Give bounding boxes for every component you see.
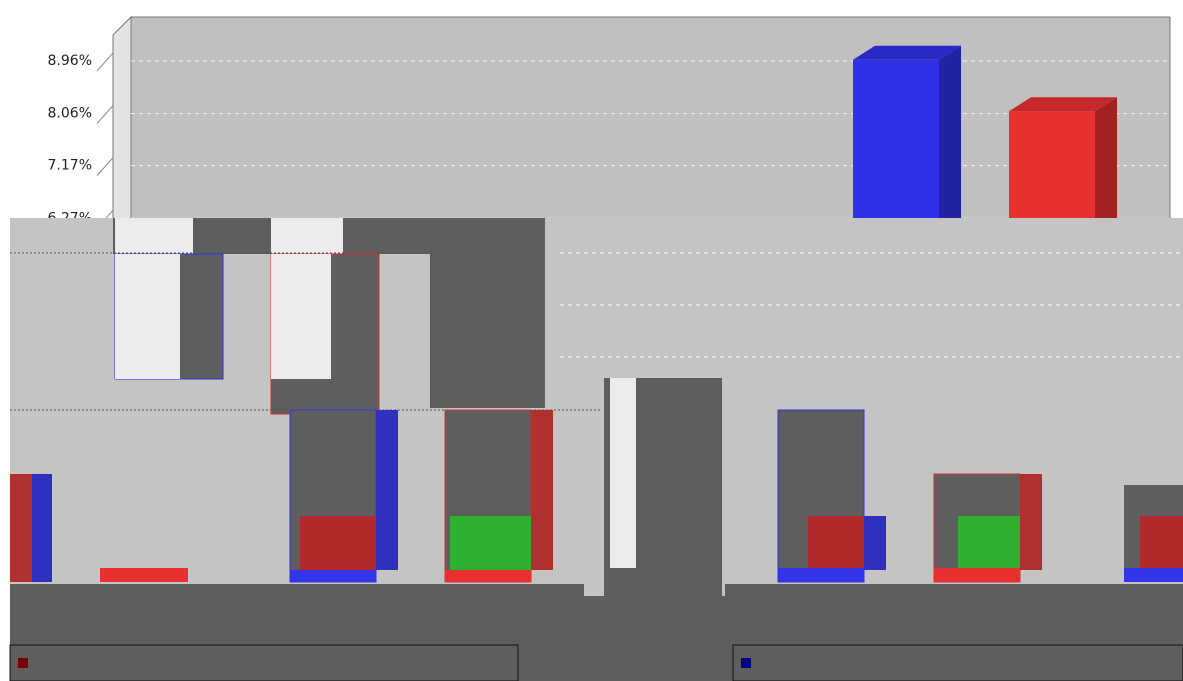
- tick-mark: [96, 105, 114, 124]
- bar-face: [853, 45, 961, 60]
- render-glitch: [9, 218, 1183, 681]
- tick-mark: [96, 52, 114, 72]
- y-tick-label: 8.96%: [48, 53, 92, 69]
- tick-mark: [96, 157, 114, 176]
- y-tick-label: 8.06%: [48, 106, 92, 122]
- y-tick-label: 7.17%: [48, 158, 92, 174]
- bar-face: [1009, 97, 1117, 112]
